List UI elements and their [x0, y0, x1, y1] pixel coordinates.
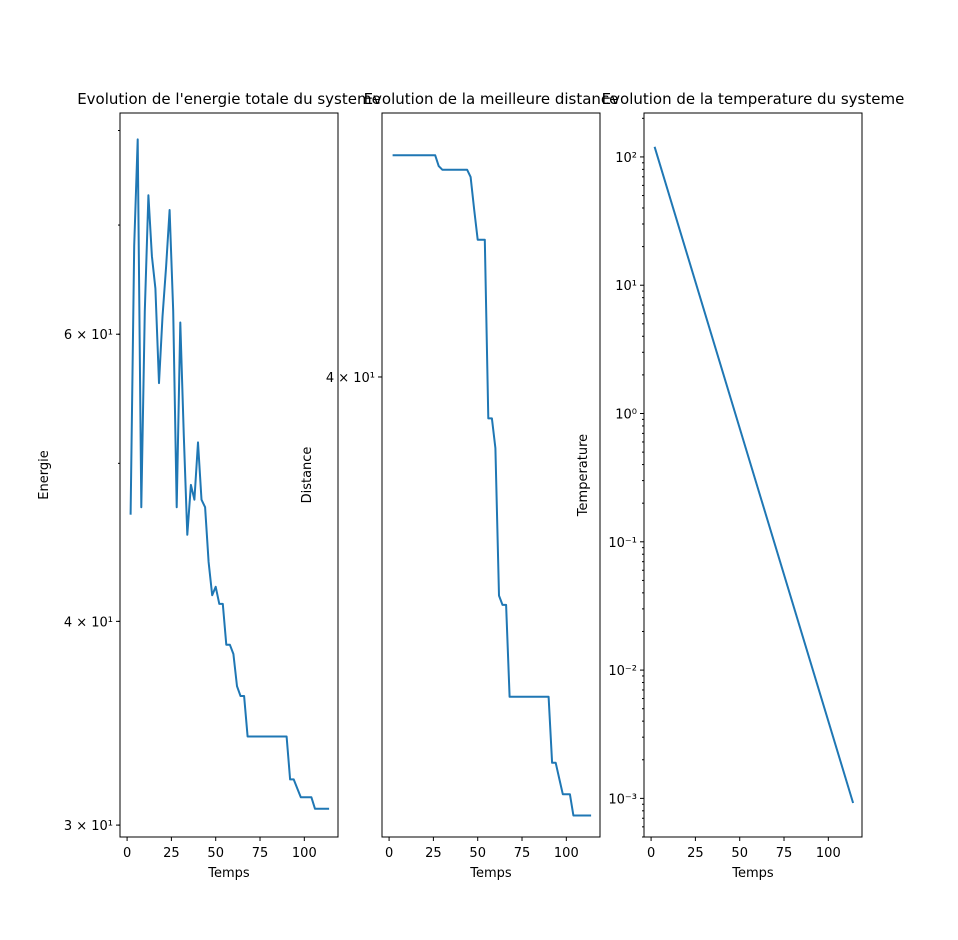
chart-1-x-tick-label: 0 — [123, 846, 131, 861]
chart-2-y-axis-label: Distance — [300, 447, 315, 504]
chart-2-x-tick-label: 100 — [554, 846, 579, 861]
chart-1-title: Evolution de l'energie totale du systeme — [77, 90, 381, 108]
chart-1-x-axis-label: Temps — [207, 866, 250, 881]
energy-chart: Evolution de l'energie totale du systeme… — [37, 90, 381, 881]
chart-2-title: Evolution de la meilleure distance — [364, 90, 619, 108]
chart-3-y-tick-label: 10¹ — [615, 279, 637, 294]
chart-1-x-tick-label: 25 — [163, 846, 180, 861]
chart-2-series-line — [392, 154, 592, 817]
distance-chart: Evolution de la meilleure distance 0 25 50 7… — [300, 90, 618, 881]
chart-3-x-tick-label: 75 — [776, 846, 793, 861]
chart-3-x-tick-label: 100 — [816, 846, 841, 861]
chart-1-x-tick-label: 100 — [292, 846, 317, 861]
chart-2-x-tick-label: 0 — [385, 846, 393, 861]
chart-1-series-line — [129, 138, 330, 810]
chart-3-x-tick-label: 25 — [687, 846, 704, 861]
chart-2-x-tick-label: 25 — [425, 846, 442, 861]
chart-2-plot-frame — [381, 112, 601, 838]
chart-1-y-tick-label: 6 × 10¹ — [64, 328, 113, 343]
chart-3-series-line — [653, 146, 855, 804]
chart-1-y-tick-label: 4 × 10¹ — [64, 615, 113, 630]
chart-2-x-tick-label: 75 — [514, 846, 531, 861]
chart-3-y-tick-label: 10⁻³ — [608, 792, 637, 807]
temperature-chart: Evolution de la temperature du systeme 0 2… — [576, 90, 904, 881]
chart-1-plot-frame — [119, 112, 339, 838]
chart-1-x-tick-label: 75 — [252, 846, 269, 861]
chart-3-x-tick-label: 50 — [731, 846, 748, 861]
chart-3-y-tick-label: 10⁻² — [608, 664, 637, 679]
chart-3-y-axis-label: Temperature — [576, 434, 591, 517]
chart-3-y-tick-label: 10² — [615, 151, 637, 166]
chart-3-x-tick-label: 0 — [647, 846, 655, 861]
chart-3-plot-frame — [643, 112, 863, 838]
chart-2-x-axis-label: Temps — [469, 866, 512, 881]
chart-2-x-tick-label: 50 — [469, 846, 486, 861]
chart-3-y-tick-label: 10⁰ — [615, 408, 637, 423]
chart-2-y-tick-label: 4 × 10¹ — [326, 371, 375, 386]
chart-3-y-tick-label: 10⁻¹ — [608, 536, 637, 551]
chart-1-y-axis-label: Energie — [37, 450, 52, 499]
chart-1-y-tick-label: 3 × 10¹ — [64, 819, 113, 834]
chart-1-x-tick-label: 50 — [207, 846, 224, 861]
chart-3-title: Evolution de la temperature du systeme — [602, 90, 905, 108]
chart-3-x-axis-label: Temps — [731, 866, 774, 881]
